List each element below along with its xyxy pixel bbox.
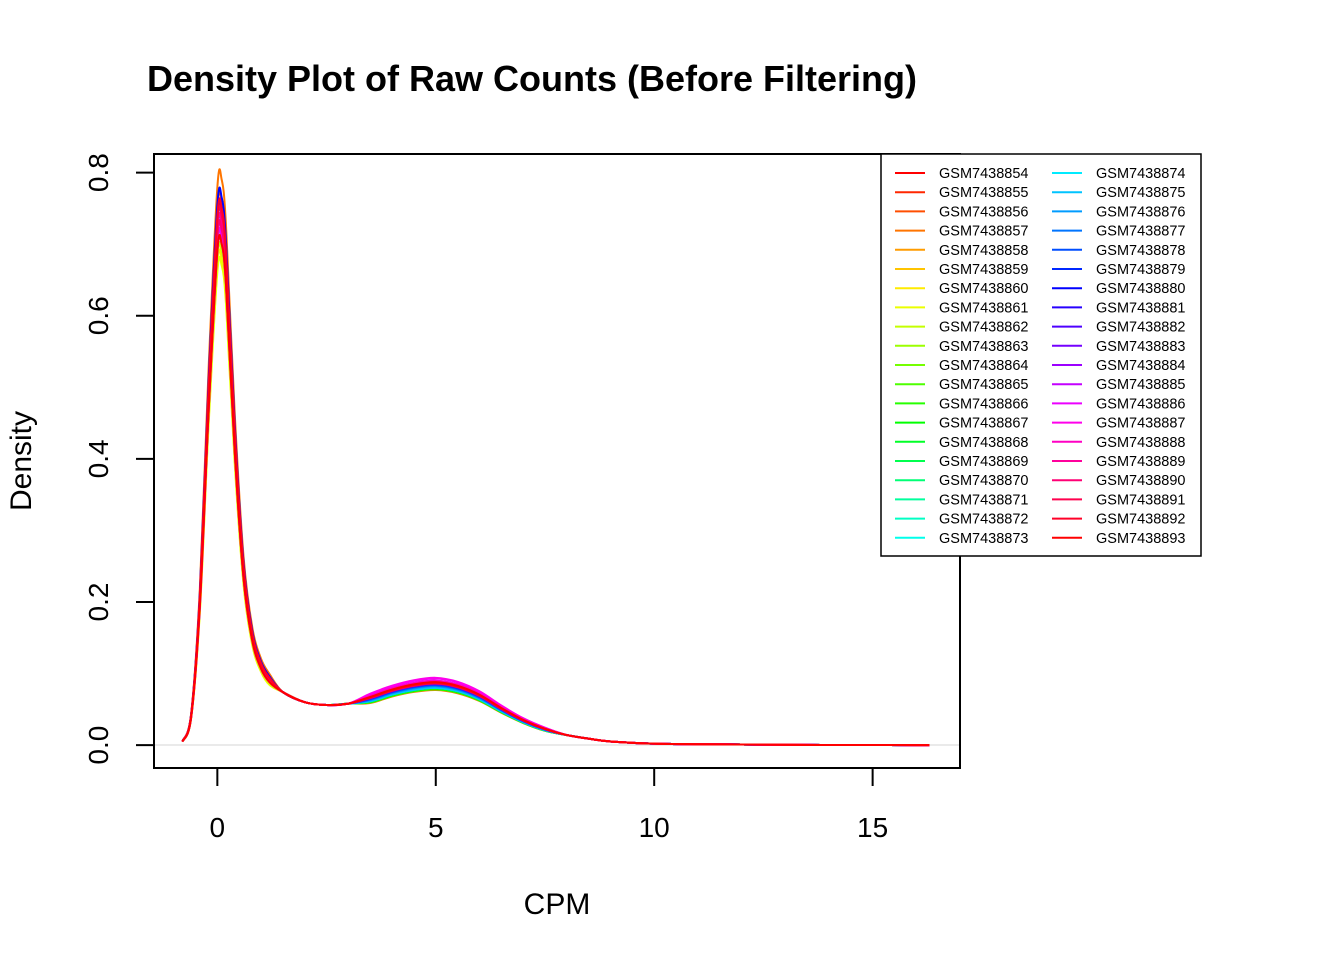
density-line-GSM7438891 (181, 204, 930, 747)
legend-label: GSM7438885 (1096, 377, 1185, 393)
density-line-GSM7438857 (181, 168, 930, 747)
x-tick-label: 0 (210, 812, 226, 843)
legend-label: GSM7438874 (1096, 166, 1185, 182)
density-line-GSM7438875 (181, 219, 930, 747)
legend-label: GSM7438893 (1096, 531, 1185, 547)
legend-label: GSM7438871 (939, 492, 1028, 508)
legend-box (880, 153, 1202, 557)
legend-label: GSM7438865 (939, 377, 1028, 393)
legend-label: GSM7438876 (1096, 204, 1185, 220)
density-line-GSM7438885 (181, 234, 930, 747)
density-line-GSM7438869 (181, 226, 930, 747)
density-line-GSM7438889 (181, 212, 930, 747)
y-tick-label: 0.2 (83, 583, 114, 622)
legend-label: GSM7438873 (939, 531, 1028, 547)
y-tick-label: 0.0 (83, 726, 114, 765)
legend-label: GSM7438890 (1096, 473, 1185, 489)
density-line-GSM7438868 (181, 219, 930, 747)
legend-label: GSM7438887 (1096, 416, 1185, 432)
legend-label: GSM7438869 (939, 454, 1028, 470)
x-tick-label: 10 (639, 812, 670, 843)
legend: GSM7438854 GSM7438855 GSM7438856 GSM7438857… (880, 153, 1202, 557)
legend-label: GSM7438867 (939, 416, 1028, 432)
legend-label: GSM7438889 (1096, 454, 1185, 470)
density-line-GSM7438876 (181, 212, 930, 747)
legend-label: GSM7438886 (1096, 396, 1185, 412)
legend-label: GSM7438881 (1096, 300, 1185, 316)
legend-label: GSM7438859 (939, 262, 1028, 278)
legend-label: GSM7438863 (939, 339, 1028, 355)
legend-label: GSM7438866 (939, 396, 1028, 412)
legend-label: GSM7438864 (939, 358, 1028, 374)
density-line-GSM7438865 (181, 219, 930, 747)
legend-label: GSM7438884 (1096, 358, 1185, 374)
density-line-GSM7438867 (181, 226, 930, 747)
density-line-GSM7438861 (181, 255, 930, 747)
density-line-GSM7438886 (181, 226, 930, 747)
density-line-GSM7438888 (181, 219, 930, 747)
legend-label: GSM7438875 (1096, 185, 1185, 201)
density-line-GSM7438855 (181, 204, 930, 747)
density-line-GSM7438882 (181, 219, 930, 747)
density-line-GSM7438878 (181, 197, 930, 747)
legend-label: GSM7438856 (939, 204, 1028, 220)
density-line-GSM7438884 (181, 226, 930, 747)
legend-label: GSM7438860 (939, 281, 1028, 297)
density-line-GSM7438877 (181, 204, 930, 747)
density-line-GSM7438866 (181, 219, 930, 747)
legend-label: GSM7438854 (939, 166, 1028, 182)
density-line-GSM7438887 (181, 234, 930, 747)
chart-title: Density Plot of Raw Counts (Before Filte… (147, 58, 917, 99)
density-line-GSM7438860 (181, 248, 930, 747)
density-line-GSM7438873 (181, 219, 930, 747)
legend-label: GSM7438868 (939, 435, 1028, 451)
density-line-GSM7438892 (181, 197, 930, 747)
legend-label: GSM7438879 (1096, 262, 1185, 278)
legend-label: GSM7438880 (1096, 281, 1185, 297)
y-axis-label: Density (5, 411, 38, 511)
legend-label: GSM7438862 (939, 320, 1028, 336)
density-line-GSM7438856 (181, 190, 930, 747)
density-line-GSM7438863 (181, 234, 930, 747)
y-tick-label: 0.6 (83, 296, 114, 335)
plot-frame (153, 153, 961, 769)
y-tick-label: 0.4 (83, 439, 114, 478)
density-line-GSM7438881 (181, 212, 930, 747)
legend-label: GSM7438877 (1096, 224, 1185, 240)
density-line-GSM7438893 (181, 234, 930, 747)
legend-label: GSM7438858 (939, 243, 1028, 259)
density-line-GSM7438871 (181, 219, 930, 747)
legend-label: GSM7438888 (1096, 435, 1185, 451)
legend-label: GSM7438892 (1096, 512, 1185, 528)
density-line-GSM7438864 (181, 226, 930, 747)
density-line-GSM7438859 (181, 241, 930, 747)
legend-label: GSM7438872 (939, 512, 1028, 528)
legend-label: GSM7438882 (1096, 320, 1185, 336)
density-line-GSM7438874 (181, 212, 930, 747)
density-line-GSM7438872 (181, 212, 930, 747)
legend-label: GSM7438861 (939, 300, 1028, 316)
legend-label: GSM7438870 (939, 473, 1028, 489)
density-line-GSM7438854 (181, 201, 930, 747)
x-axis-label: CPM (524, 888, 591, 921)
x-tick-label: 15 (857, 812, 888, 843)
x-tick-label: 5 (428, 812, 444, 843)
density-line-GSM7438883 (181, 219, 930, 747)
legend-label: GSM7438878 (1096, 243, 1185, 259)
legend-label: GSM7438855 (939, 185, 1028, 201)
y-axis: 0.0 0.2 0.4 0.6 0.8 (83, 153, 155, 765)
density-line-GSM7438870 (181, 219, 930, 747)
density-line-GSM7438862 (181, 241, 930, 747)
density-line-GSM7438880 (181, 186, 930, 747)
density-line-GSM7438890 (181, 219, 930, 747)
legend-label: GSM7438883 (1096, 339, 1185, 355)
density-line-GSM7438858 (181, 234, 930, 747)
legend-label: GSM7438891 (1096, 492, 1185, 508)
density-curves (181, 168, 930, 747)
y-tick-label: 0.8 (83, 153, 114, 192)
density-line-GSM7438879 (181, 204, 930, 747)
legend-label: GSM7438857 (939, 224, 1028, 240)
x-axis: 0 5 10 15 (210, 767, 888, 843)
